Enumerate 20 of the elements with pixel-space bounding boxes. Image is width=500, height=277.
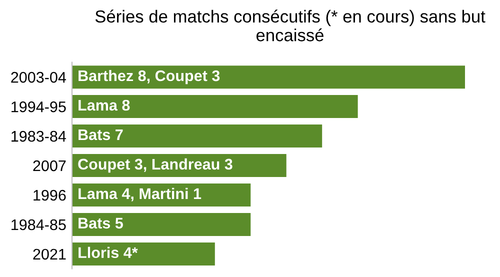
bar xyxy=(72,212,251,236)
data-label: Bats 5 xyxy=(78,218,123,229)
data-label: Coupet 3, Landreau 3 xyxy=(78,158,232,173)
bar xyxy=(72,95,358,118)
bar xyxy=(72,66,465,89)
data-label: Lama 8 xyxy=(78,100,130,111)
data-label: Lloris 4* xyxy=(78,246,138,258)
y-tick-label: 2003-04 xyxy=(11,72,66,83)
y-tick-label: 1996 xyxy=(34,190,66,201)
bar xyxy=(72,242,215,266)
data-label: Bats 7 xyxy=(78,129,123,140)
y-tick-label: 2007 xyxy=(33,160,66,172)
data-label: Lama 4, Martini 1 xyxy=(78,188,202,202)
bar xyxy=(72,124,322,148)
y-tick-label: 1994-95 xyxy=(12,101,66,112)
data-label: Barthez 8, Coupet 3 xyxy=(78,70,220,84)
y-tick-label: 2021 xyxy=(33,248,66,260)
y-tick-label: 1984-85 xyxy=(12,219,66,230)
y-tick-label: 1983-84 xyxy=(12,130,66,142)
chart-title: Séries de matchs consécutifs (* en cours) sans but encaissé xyxy=(95,10,486,42)
